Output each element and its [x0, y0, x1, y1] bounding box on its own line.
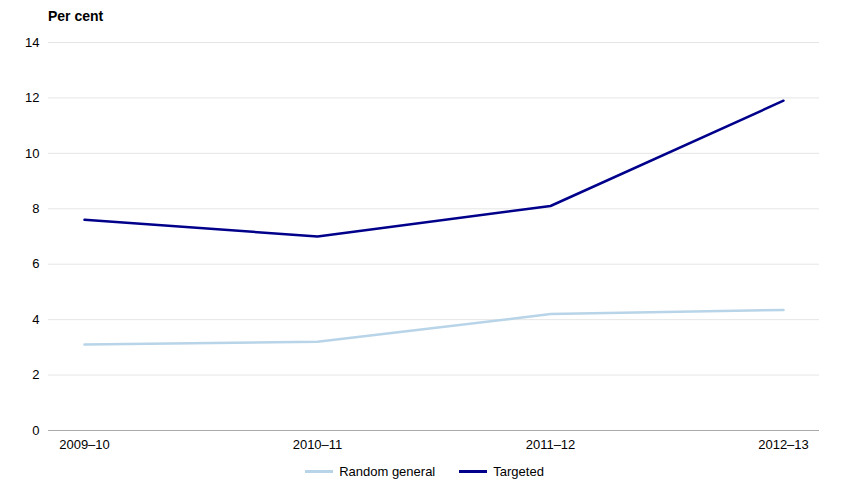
svg-text:2009–10: 2009–10	[59, 437, 110, 452]
svg-text:2010–11: 2010–11	[293, 437, 343, 452]
html-text:Per cent: Per cent	[48, 8, 104, 24]
svg-text:8: 8	[32, 201, 39, 216]
svg-text:2: 2	[32, 367, 39, 382]
svg-text:12: 12	[25, 90, 39, 105]
svg-text:0: 0	[32, 423, 39, 438]
svg-text:2012–13: 2012–13	[758, 437, 809, 452]
svg-text:4: 4	[32, 312, 39, 327]
svg-text:10: 10	[25, 146, 39, 161]
svg-text:2011–12: 2011–12	[526, 437, 576, 452]
html-text:Targeted: Targeted	[493, 464, 544, 479]
svg-text:6: 6	[32, 256, 39, 271]
html-text:Random general: Random general	[339, 464, 436, 479]
svg-text:14: 14	[25, 35, 39, 50]
